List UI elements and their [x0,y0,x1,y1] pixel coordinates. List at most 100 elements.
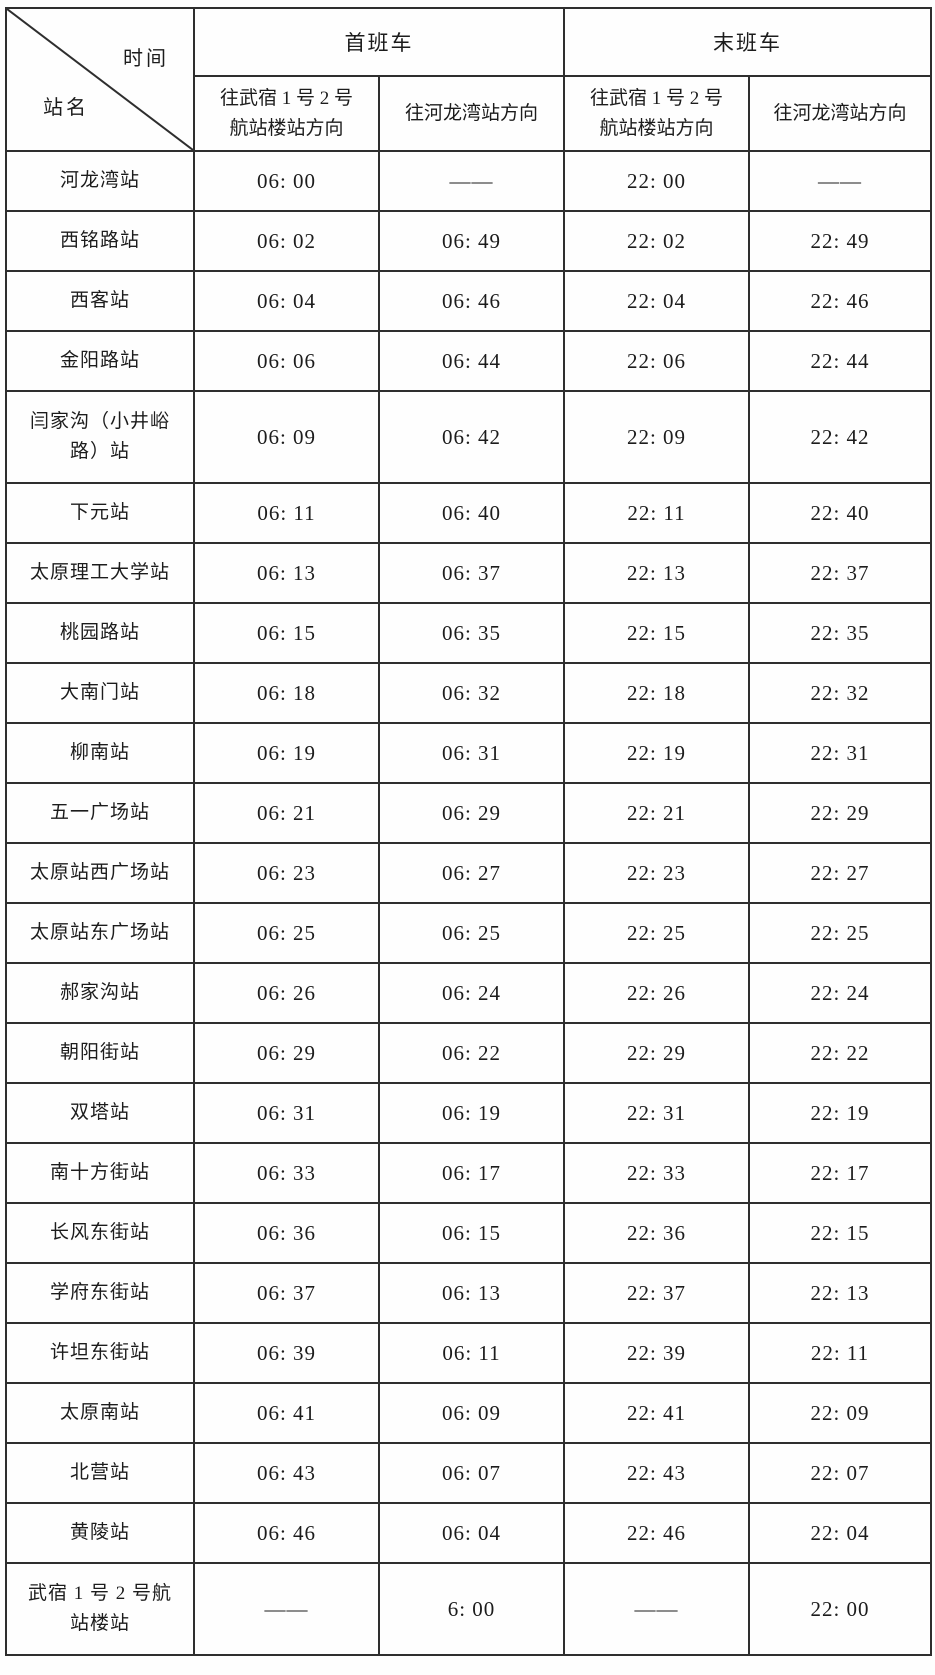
time-cell: —— [193,1562,380,1656]
station-cell: 太原理工大学站 [5,542,195,604]
corner-time-label: 时间 [123,48,169,70]
last-train-label: 末班车 [713,31,782,55]
time-cell: 22: 25 [563,902,750,964]
time-cell: 06: 13 [193,542,380,604]
time-cell: 22: 19 [748,1082,932,1144]
time-cell: 22: 15 [563,602,750,664]
time-cell: 06: 42 [378,390,565,484]
time-cell: 06: 19 [378,1082,565,1144]
time-cell: 06: 29 [378,782,565,844]
station-cell: 大南门站 [5,662,195,724]
time-cell: 22: 00 [563,150,750,212]
table-row: 学府东街站 06: 37 06: 13 22: 37 22: 13 [5,1262,932,1324]
time-cell: 22: 04 [563,270,750,332]
table-row: 武宿 1 号 2 号航 站楼站 —— 6: 00 —— 22: 00 [5,1562,932,1656]
time-cell: 06: 09 [378,1382,565,1444]
time-cell: 06: 39 [193,1322,380,1384]
station-cell: 下元站 [5,482,195,544]
time-cell: 22: 31 [748,722,932,784]
time-cell: 22: 23 [563,842,750,904]
time-cell: 22: 29 [563,1022,750,1084]
first-train-label: 首班车 [344,31,414,55]
station-cell: 郝家沟站 [5,962,195,1024]
table-row: 太原站东广场站 06: 25 06: 25 22: 25 22: 25 [5,902,932,964]
header-direction-helongwan-last: 往河龙湾站方向 [748,75,932,152]
time-cell: 22: 09 [563,390,750,484]
time-cell: 22: 22 [748,1022,932,1084]
time-cell: 06: 37 [193,1262,380,1324]
time-cell: 22: 39 [563,1322,750,1384]
station-cell: 太原站东广场站 [5,902,195,964]
time-cell: 22: 46 [563,1502,750,1564]
time-cell: 22: 04 [748,1502,932,1564]
time-cell: 22: 25 [748,902,932,964]
time-cell: 22: 37 [748,542,932,604]
time-cell: 06: 36 [193,1202,380,1264]
time-cell: 22: 46 [748,270,932,332]
table-row: 桃园路站 06: 15 06: 35 22: 15 22: 35 [5,602,932,664]
station-cell: 南十方街站 [5,1142,195,1204]
time-cell: 06: 11 [193,482,380,544]
time-cell: 06: 26 [193,962,380,1024]
direction-label: 往河龙湾站方向 [773,102,907,124]
table-row: 大南门站 06: 18 06: 32 22: 18 22: 32 [5,662,932,724]
time-cell: 22: 33 [563,1142,750,1204]
time-cell: 22: 44 [748,330,932,392]
time-cell: 6: 00 [378,1562,565,1656]
time-cell: 06: 22 [378,1022,565,1084]
time-cell: 06: 44 [378,330,565,392]
table-row: 北营站 06: 43 06: 07 22: 43 22: 07 [5,1442,932,1504]
table-row: 闫家沟（小井峪 路）站 06: 09 06: 42 22: 09 22: 42 [5,390,932,484]
time-cell: 22: 13 [748,1262,932,1324]
corner-station-label: 站名 [43,97,89,119]
time-cell: 06: 04 [193,270,380,332]
table-row: 下元站 06: 11 06: 40 22: 11 22: 40 [5,482,932,544]
table-row: 朝阳街站 06: 29 06: 22 22: 29 22: 22 [5,1022,932,1084]
time-cell: 06: 37 [378,542,565,604]
direction-label: 往武宿 1 号 2 号 航站楼站方向 [589,87,723,139]
time-cell: 06: 00 [193,150,380,212]
time-cell: 22: 49 [748,210,932,272]
time-cell: 22: 32 [748,662,932,724]
time-cell: 06: 02 [193,210,380,272]
time-cell: 06: 29 [193,1022,380,1084]
time-cell: 06: 43 [193,1442,380,1504]
table-row: 金阳路站 06: 06 06: 44 22: 06 22: 44 [5,330,932,392]
time-cell: 06: 21 [193,782,380,844]
station-cell: 五一广场站 [5,782,195,844]
station-cell: 西铭路站 [5,210,195,272]
time-cell: 22: 17 [748,1142,932,1204]
time-cell: 22: 24 [748,962,932,1024]
time-cell: 22: 02 [563,210,750,272]
direction-label: 往武宿 1 号 2 号 航站楼站方向 [219,87,353,139]
header-direction-wusu-last: 往武宿 1 号 2 号 航站楼站方向 [563,75,750,152]
corner-cell: 时间 站名 [5,7,195,152]
time-cell: 22: 13 [563,542,750,604]
time-cell: 06: 49 [378,210,565,272]
table-row: 黄陵站 06: 46 06: 04 22: 46 22: 04 [5,1502,932,1564]
time-cell: 22: 43 [563,1442,750,1504]
time-cell: 22: 27 [748,842,932,904]
time-cell: 06: 46 [378,270,565,332]
time-cell: 22: 29 [748,782,932,844]
time-cell: 06: 41 [193,1382,380,1444]
time-cell: 22: 31 [563,1082,750,1144]
header-last-train: 末班车 [563,7,932,77]
time-cell: 22: 09 [748,1382,932,1444]
time-cell: 06: 46 [193,1502,380,1564]
time-cell: 06: 40 [378,482,565,544]
time-cell: 06: 18 [193,662,380,724]
table-row: 河龙湾站 06: 00 —— 22: 00 —— [5,150,932,212]
time-cell: 22: 35 [748,602,932,664]
time-cell: 22: 41 [563,1382,750,1444]
header-direction-wusu-first: 往武宿 1 号 2 号 航站楼站方向 [193,75,380,152]
time-cell: 06: 25 [378,902,565,964]
time-cell: 06: 13 [378,1262,565,1324]
header-row-groups: 时间 站名 首班车 末班车 [5,7,932,152]
time-cell: 06: 23 [193,842,380,904]
header-direction-helongwan-first: 往河龙湾站方向 [378,75,565,152]
time-cell: —— [748,150,932,212]
header-first-train: 首班车 [193,7,565,77]
time-cell: 06: 09 [193,390,380,484]
time-cell: 06: 31 [378,722,565,784]
